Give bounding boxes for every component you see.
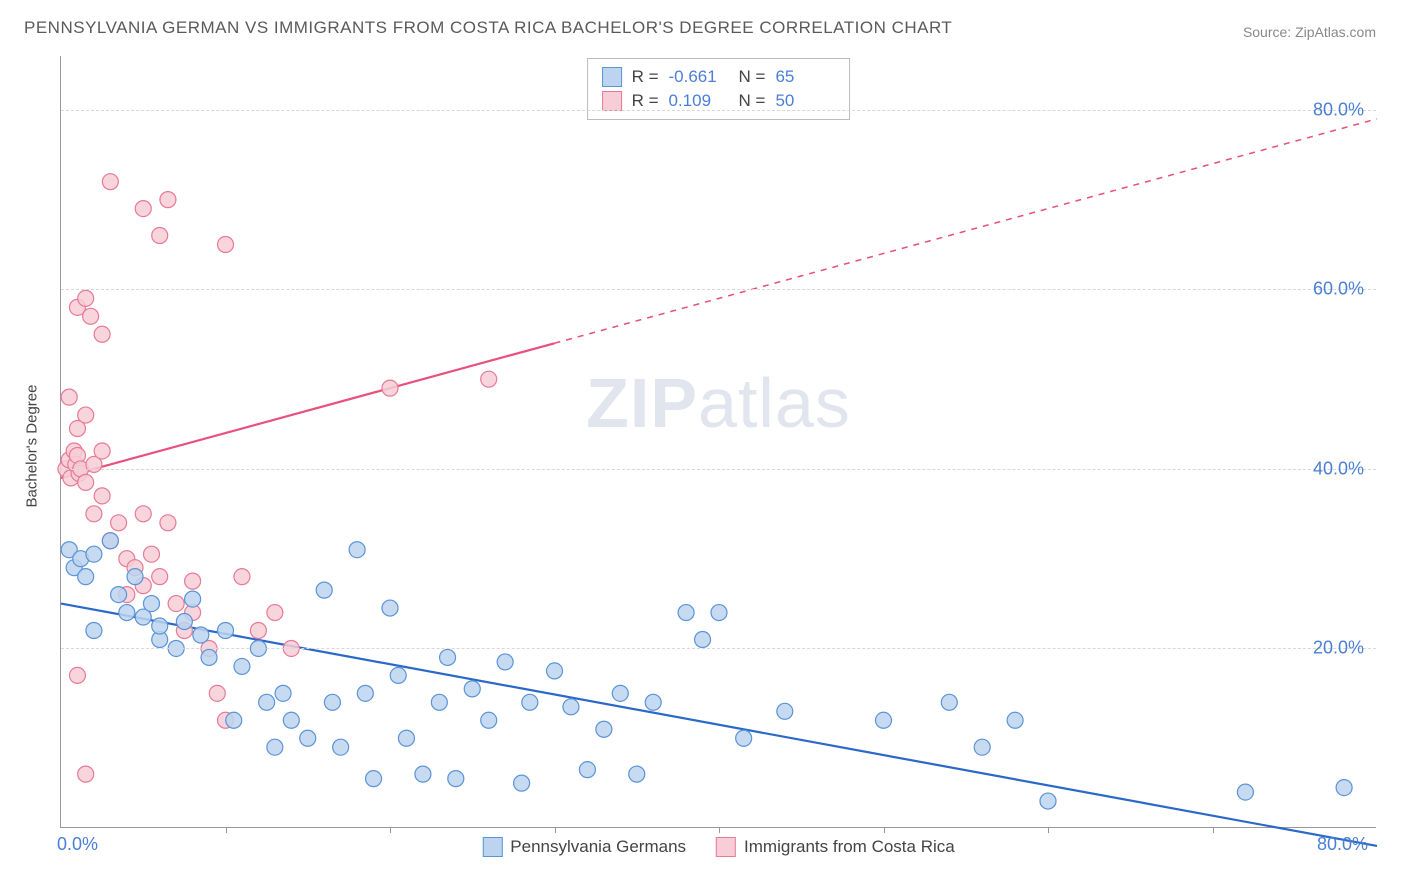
swatch-blue-icon: [602, 67, 622, 87]
x-tick: [555, 827, 556, 833]
x-tick: [1213, 827, 1214, 833]
legend-item-blue: Pennsylvania Germans: [482, 837, 686, 857]
source-attribution: Source: ZipAtlas.com: [1243, 24, 1376, 40]
r-value-blue: -0.661: [669, 67, 729, 87]
y-tick-label: 20.0%: [1313, 638, 1364, 659]
legend-row-blue: R = -0.661 N = 65: [602, 65, 836, 89]
n-value-pink: 50: [775, 91, 835, 111]
legend-label-pink: Immigrants from Costa Rica: [744, 837, 955, 857]
x-axis-max-label: 80.0%: [1317, 834, 1368, 855]
y-tick-label: 80.0%: [1313, 99, 1364, 120]
gridline: [61, 110, 1376, 111]
legend-item-pink: Immigrants from Costa Rica: [716, 837, 955, 857]
n-value-blue: 65: [775, 67, 835, 87]
swatch-blue-icon: [482, 837, 502, 857]
n-label: N =: [739, 67, 766, 87]
y-tick-label: 60.0%: [1313, 279, 1364, 300]
y-tick-label: 40.0%: [1313, 458, 1364, 479]
x-tick: [390, 827, 391, 833]
plot-area: ZIPatlas R = -0.661 N = 65 R = 0.109 N =…: [60, 56, 1376, 828]
gridline: [61, 648, 1376, 649]
legend-label-blue: Pennsylvania Germans: [510, 837, 686, 857]
x-tick: [1048, 827, 1049, 833]
n-label: N =: [739, 91, 766, 111]
r-label: R =: [632, 91, 659, 111]
x-tick: [884, 827, 885, 833]
gridline: [61, 289, 1376, 290]
series-legend: Pennsylvania Germans Immigrants from Cos…: [482, 837, 954, 857]
gridline: [61, 469, 1376, 470]
chart-title: PENNSYLVANIA GERMAN VS IMMIGRANTS FROM C…: [24, 18, 952, 38]
swatch-pink-icon: [602, 91, 622, 111]
chart-svg: [61, 56, 1376, 827]
swatch-pink-icon: [716, 837, 736, 857]
y-axis-label: Bachelor's Degree: [24, 385, 41, 508]
r-value-pink: 0.109: [669, 91, 729, 111]
x-axis-min-label: 0.0%: [57, 834, 98, 855]
x-tick: [226, 827, 227, 833]
r-label: R =: [632, 67, 659, 87]
x-tick: [719, 827, 720, 833]
